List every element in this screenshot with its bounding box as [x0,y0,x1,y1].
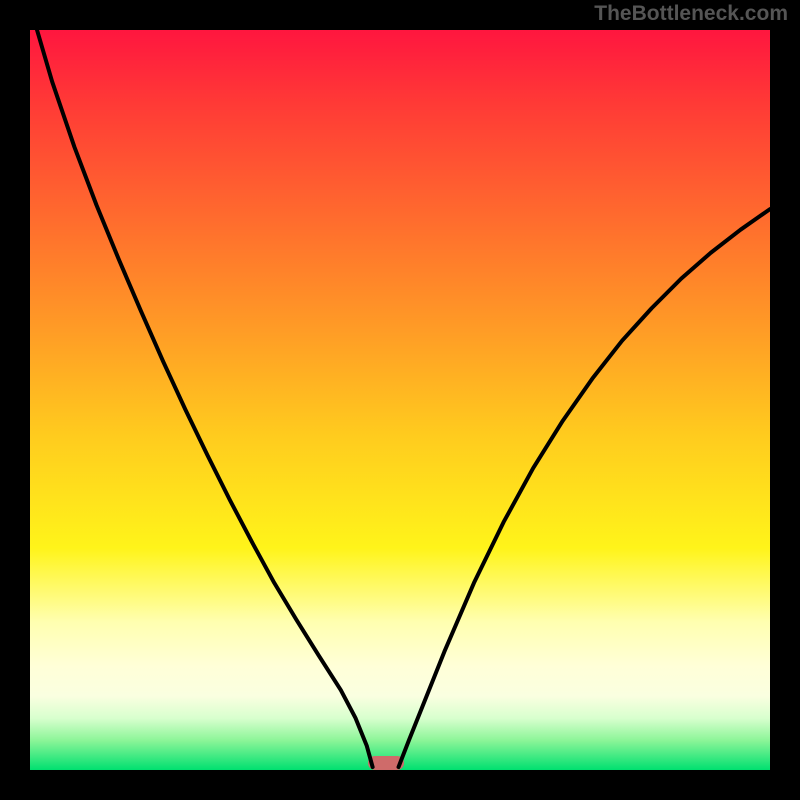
plot-area [30,30,770,770]
gradient-background [30,30,770,770]
canvas-root: TheBottleneck.com [0,0,800,800]
watermark-text: TheBottleneck.com [594,2,788,26]
bottleneck-marker [368,756,404,770]
